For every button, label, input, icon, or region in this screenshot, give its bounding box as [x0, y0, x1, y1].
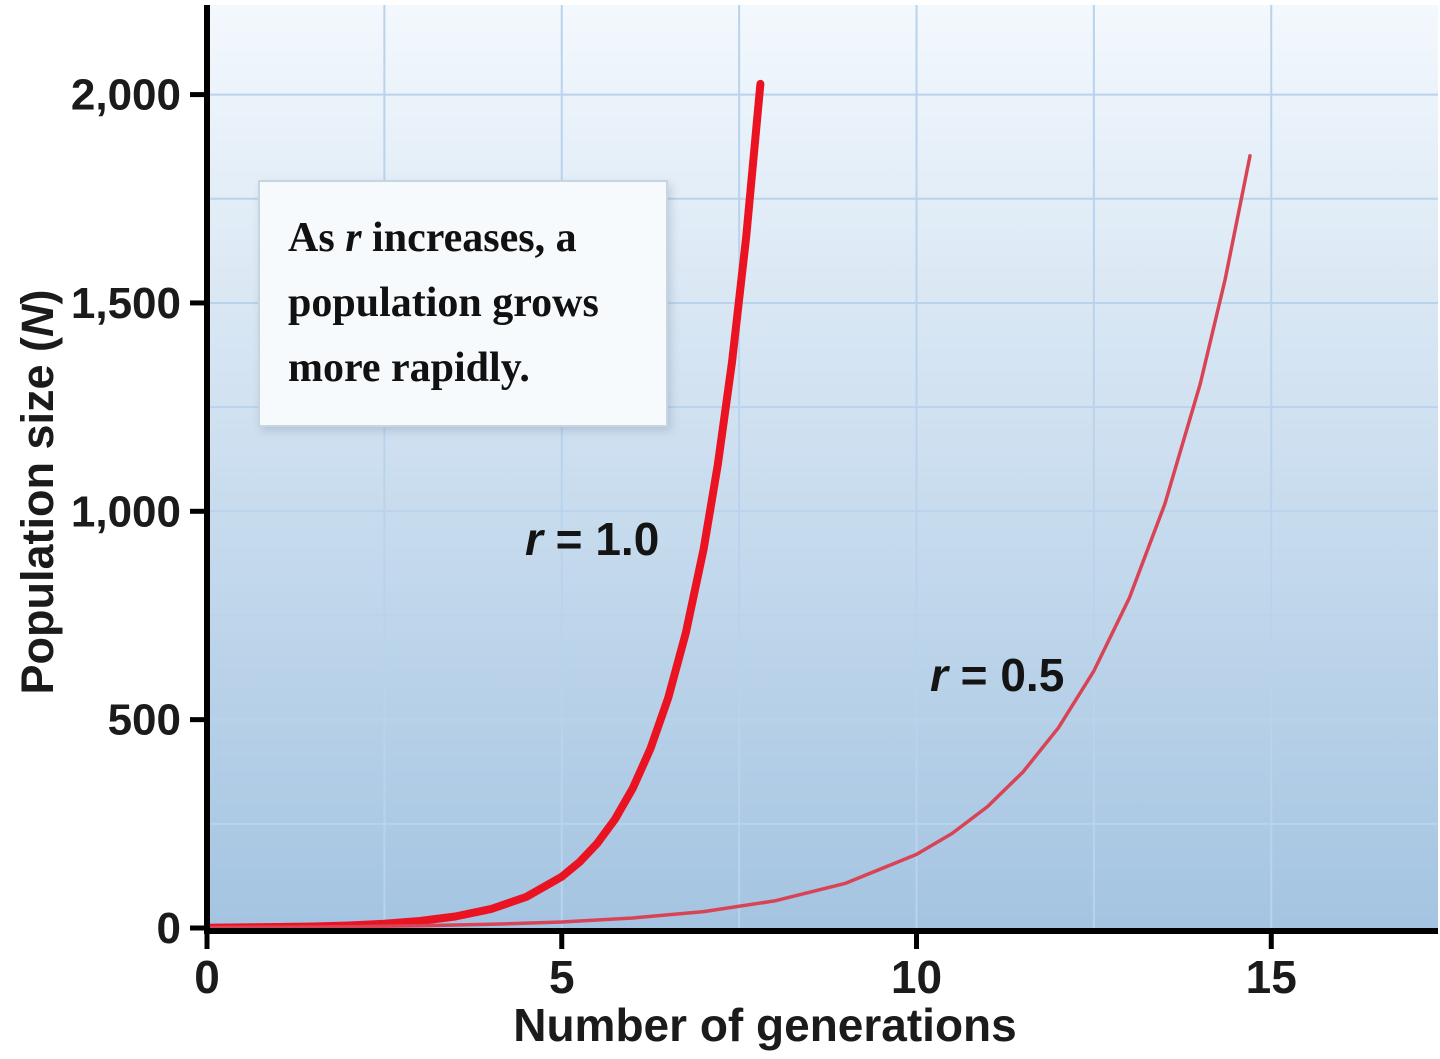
- svg-text:2,000: 2,000: [71, 71, 181, 120]
- svg-text:15: 15: [1246, 951, 1297, 1003]
- y-axis-title-close: ): [12, 289, 63, 305]
- annotation-text-post: increases, a population grows more rapid…: [288, 215, 599, 392]
- curve-r05-variable: r: [930, 649, 948, 701]
- svg-text:500: 500: [108, 696, 181, 745]
- y-axis-variable: N: [12, 304, 63, 337]
- annotation-box: As r increases, a population grows more …: [258, 180, 668, 428]
- curve-r1-variable: r: [525, 513, 543, 565]
- svg-text:0: 0: [157, 904, 181, 953]
- curve-r1-value: = 1.0: [542, 513, 660, 565]
- y-axis-title-text: Population size (: [12, 336, 63, 695]
- y-axis-title: Population size (N): [12, 289, 64, 694]
- svg-text:5: 5: [549, 951, 575, 1003]
- curve-label-r05: r = 0.5: [930, 648, 1064, 702]
- annotation-variable: r: [345, 215, 362, 261]
- svg-text:1,500: 1,500: [71, 279, 181, 328]
- svg-text:1,000: 1,000: [71, 487, 181, 536]
- svg-text:0: 0: [194, 951, 220, 1003]
- curve-r05-value: = 0.5: [947, 649, 1065, 701]
- annotation-text-pre: As: [288, 215, 346, 261]
- x-axis-title: Number of generations: [513, 999, 1017, 1051]
- svg-text:10: 10: [891, 951, 942, 1003]
- curve-label-r1: r = 1.0: [525, 512, 659, 566]
